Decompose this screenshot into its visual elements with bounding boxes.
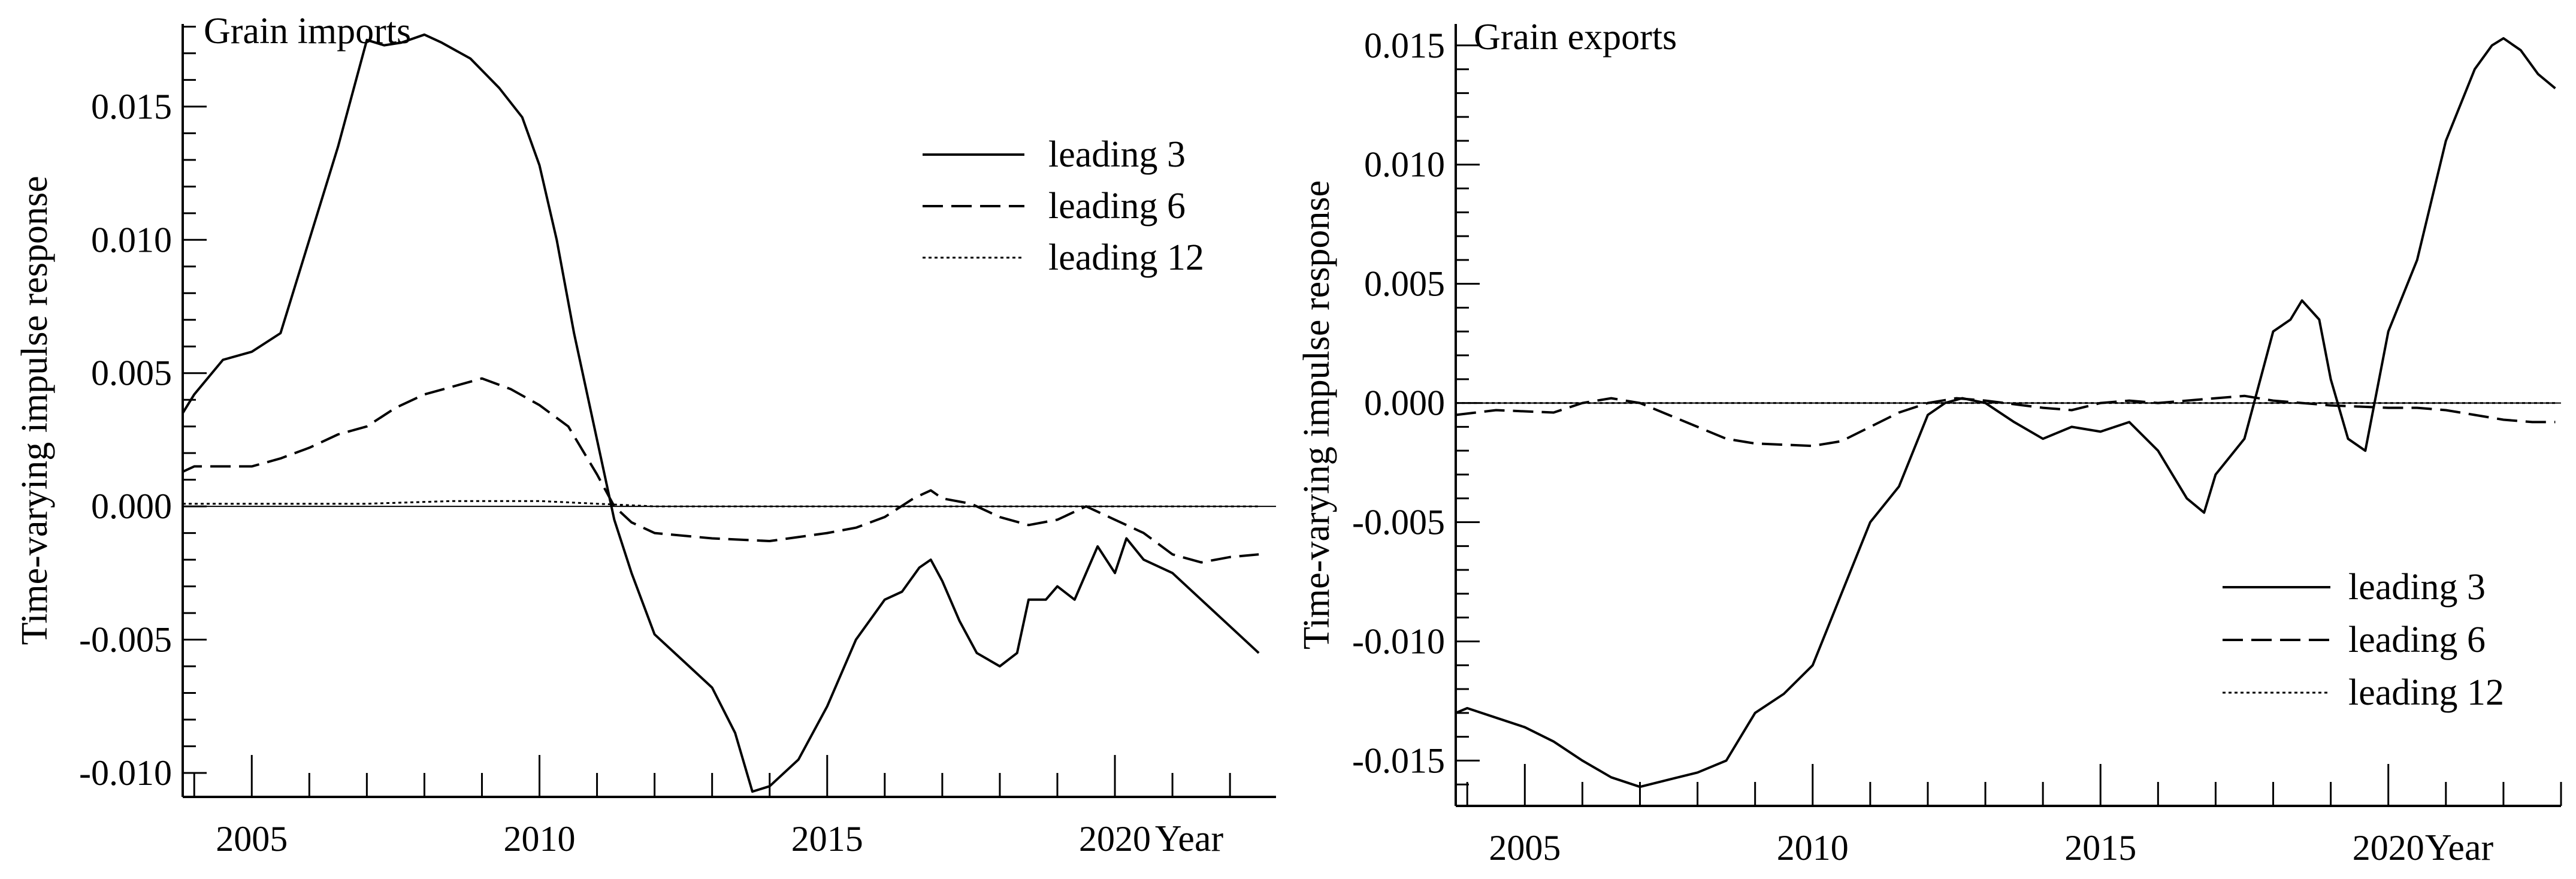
exports-y-tick-label: -0.010	[1352, 621, 1445, 661]
imports-x-tick-label: 2015	[791, 819, 863, 859]
imports-x-tick-label: 2010	[504, 819, 576, 859]
imports-x-tick-label: 2005	[216, 819, 288, 859]
imports-title: Grain imports	[204, 11, 411, 52]
exports-title: Grain exports	[1474, 17, 1677, 58]
imports-series-leading-3	[182, 33, 1260, 793]
imports-y-tick-label: 0.010	[91, 220, 172, 259]
imports-y-tick-label: 0.015	[91, 87, 172, 126]
exports-legend-label: leading 3	[2348, 567, 2486, 608]
exports-legend: leading 3 leading 6 leading 12	[2223, 567, 2504, 713]
imports-series-leading-6	[182, 377, 1259, 564]
imports-legend-label: leading 12	[1048, 237, 1204, 278]
exports-series-leading-6	[1455, 394, 2556, 448]
exports-legend-label: leading 6	[2348, 620, 2486, 660]
exports-y-tick-label: 0.010	[1364, 145, 1445, 185]
imports-series-leading-12	[183, 500, 1259, 508]
exports-panel: -0.015 -0.010 -0.005 0.000 0.005 0.010 0.015 20…	[1296, 17, 2562, 868]
imports-y-tick-label: -0.005	[79, 620, 172, 660]
exports-x-tick-label: 2010	[1777, 828, 1849, 868]
exports-y-tick-label: 0.005	[1364, 264, 1445, 304]
imports-panel: -0.010 -0.005 0.000 0.005 0.010 0.015 2005 2010…	[14, 11, 1276, 859]
exports-legend-label: leading 12	[2348, 672, 2504, 713]
imports-y-axis-title: Time-varying impulse response	[14, 176, 55, 645]
exports-y-axis-title: Time-varying impulse response	[1296, 180, 1337, 650]
exports-x-tick-label: 2005	[1489, 828, 1561, 868]
imports-legend-label: leading 6	[1048, 186, 1186, 226]
imports-x-tick-label: 2020	[1079, 819, 1151, 859]
imports-y-tick-label: 0.000	[91, 487, 172, 526]
exports-x-tick-label: 2020	[2353, 828, 2424, 868]
exports-y-tick-label: 0.000	[1364, 383, 1445, 423]
exports-y-tick-label: -0.005	[1352, 503, 1445, 542]
imports-x-axis-title: Year	[1155, 818, 1224, 859]
exports-x-axis-title: Year	[2425, 827, 2494, 868]
exports-x-tick-label: 2015	[2064, 828, 2136, 868]
imports-legend-label: leading 3	[1048, 134, 1186, 175]
exports-series-leading-3	[1455, 37, 2556, 789]
exports-y-tick-label: 0.015	[1364, 26, 1445, 65]
exports-y-tick-label: -0.015	[1352, 741, 1445, 780]
imports-legend: leading 3 leading 6 leading 12	[923, 134, 1204, 278]
imports-y-tick-label: -0.010	[79, 753, 172, 793]
imports-y-tick-label: 0.005	[91, 354, 172, 393]
